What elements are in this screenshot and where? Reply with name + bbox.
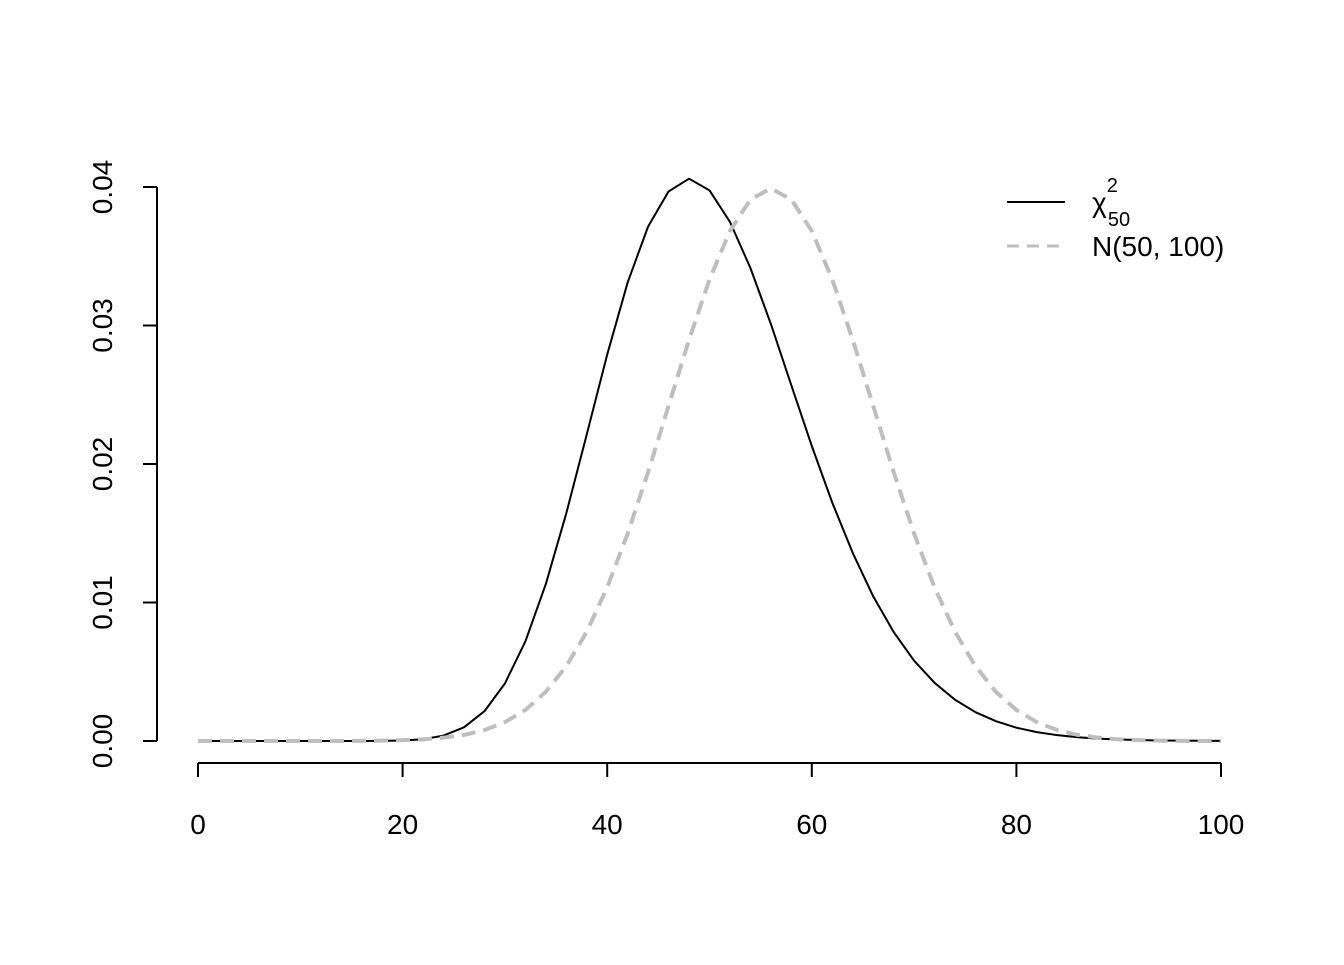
legend-sub: 50 bbox=[1108, 209, 1130, 231]
series-line bbox=[198, 186, 1221, 743]
x-tick-label: 0 bbox=[190, 809, 206, 840]
series-line bbox=[198, 177, 1222, 742]
y-tick-label: 0.01 bbox=[87, 575, 118, 630]
y-tick-label: 0.03 bbox=[87, 298, 118, 353]
legend-label: N(50, 100) bbox=[1092, 231, 1224, 262]
y-tick-label: 0.02 bbox=[87, 437, 118, 492]
x-tick-label: 80 bbox=[1001, 809, 1032, 840]
x-tick-label: 100 bbox=[1198, 809, 1245, 840]
legend-name: χ bbox=[1092, 187, 1107, 218]
y-tick-label: 0.04 bbox=[87, 160, 118, 215]
legend-label: χ2 50 bbox=[1092, 175, 1130, 231]
x-tick-label: 60 bbox=[796, 809, 827, 840]
x-tick-label: 20 bbox=[387, 809, 418, 840]
y-tick-label: 0.00 bbox=[87, 714, 118, 769]
legend-sup: 2 bbox=[1107, 175, 1118, 197]
legend-name: N(50, 100) bbox=[1092, 231, 1224, 262]
x-tick-label: 40 bbox=[592, 809, 623, 840]
